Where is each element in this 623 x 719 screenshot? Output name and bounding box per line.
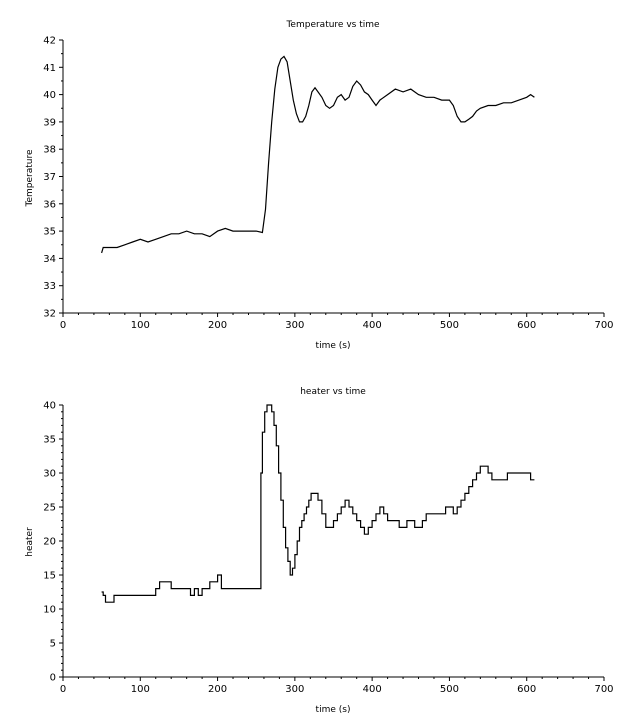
y-tick-label: 36 (43, 199, 56, 210)
x-tick-label: 400 (363, 684, 382, 695)
chart-title: Temperature vs time (285, 20, 380, 30)
y-tick-label: 37 (43, 172, 56, 183)
y-tick-label: 35 (43, 227, 56, 238)
y-tick-label: 39 (43, 117, 56, 128)
y-tick-label: 15 (43, 571, 56, 582)
x-tick-label: 200 (208, 684, 227, 695)
x-tick-label: 0 (60, 684, 66, 695)
y-tick-label: 40 (43, 90, 56, 101)
y-tick-label: 33 (43, 281, 56, 292)
x-tick-label: 0 (60, 320, 66, 331)
y-tick-label: 5 (50, 639, 56, 650)
x-axis-label: time (s) (316, 705, 351, 715)
series-line (101, 55, 535, 254)
y-tick-label: 41 (43, 63, 56, 74)
x-tick-label: 600 (517, 320, 536, 331)
y-tick-label: 0 (50, 673, 56, 684)
x-tick-label: 200 (208, 320, 227, 331)
axes (62, 40, 604, 314)
x-tick-label: 300 (285, 684, 304, 695)
x-tick-label: 100 (131, 684, 150, 695)
y-tick-label: 25 (43, 503, 56, 514)
y-tick-label: 42 (43, 36, 56, 47)
x-tick-label: 300 (285, 320, 304, 331)
y-axis-label: Temperature (25, 149, 35, 207)
ticks: 0 100 200 300 400 500 600 700 0 5 10 15 20 25 30 35 40 (43, 401, 613, 696)
plot-area (101, 404, 535, 603)
plot-area (101, 55, 535, 254)
y-tick-label: 38 (43, 145, 56, 156)
chart-title: heater vs time (300, 387, 366, 397)
temperature-chart: Temperature vs time Temperature time (s)… (25, 20, 614, 351)
x-tick-label: 700 (594, 320, 613, 331)
heater-chart: heater vs time heater time (s) 0 100 200 30… (25, 387, 614, 715)
y-tick-label: 20 (43, 537, 56, 548)
y-tick-label: 35 (43, 435, 56, 446)
y-tick-label: 32 (43, 309, 56, 320)
y-tick-label: 10 (43, 605, 56, 616)
x-tick-label: 700 (594, 684, 613, 695)
ticks: 0 100 200 300 400 500 600 700 32 33 34 35 36 37 38 39 40… (43, 36, 613, 332)
x-tick-label: 600 (517, 684, 536, 695)
y-axis-label: heater (25, 527, 35, 557)
x-tick-label: 500 (440, 684, 459, 695)
x-tick-label: 500 (440, 320, 459, 331)
x-tick-label: 100 (131, 320, 150, 331)
axes (62, 405, 604, 678)
series-line (101, 404, 535, 603)
y-tick-label: 34 (43, 254, 56, 265)
y-tick-label: 30 (43, 469, 56, 480)
x-axis-label: time (s) (316, 341, 351, 351)
y-tick-label: 40 (43, 401, 56, 412)
x-tick-label: 400 (363, 320, 382, 331)
